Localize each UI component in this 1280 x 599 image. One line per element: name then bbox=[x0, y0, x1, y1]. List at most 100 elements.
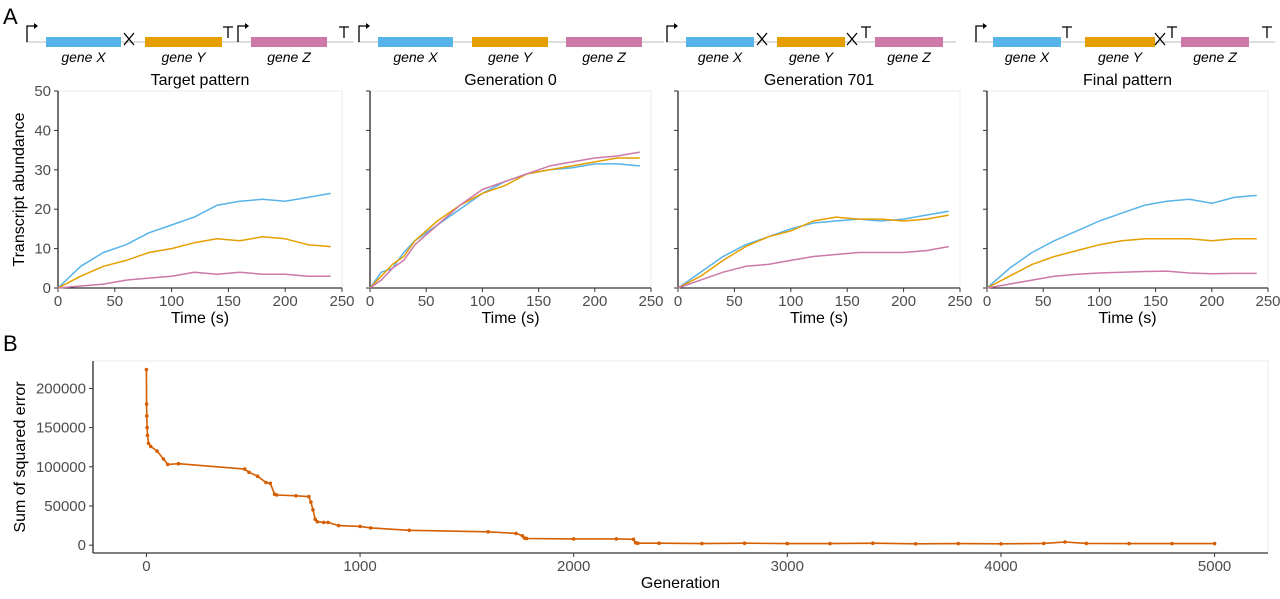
x-tick-label: 150 bbox=[835, 293, 860, 310]
chart-title: Final pattern bbox=[1083, 72, 1172, 89]
data-point bbox=[358, 524, 362, 529]
x-tick-label: 0 bbox=[366, 293, 374, 310]
data-point bbox=[514, 531, 518, 536]
x-axis-label: Generation bbox=[641, 575, 720, 592]
terminator-icon bbox=[1167, 26, 1177, 38]
series-line-x bbox=[369, 163, 640, 289]
x-tick-label: 100 bbox=[470, 293, 495, 310]
data-point bbox=[700, 541, 704, 546]
data-point bbox=[145, 433, 150, 438]
y-tick-label: 10 bbox=[34, 241, 51, 258]
y-tick-label: 20 bbox=[34, 201, 51, 218]
x-axis-label: Time (s) bbox=[481, 310, 539, 327]
series-line-x bbox=[986, 194, 1257, 289]
data-point bbox=[247, 470, 251, 475]
y-tick-label: 200000 bbox=[36, 380, 86, 397]
series-line-y bbox=[986, 238, 1257, 289]
circuit-target: gene X gene Y gene Z bbox=[26, 23, 354, 65]
gene-y-bar bbox=[145, 37, 222, 47]
series-line-y bbox=[677, 214, 949, 289]
data-point bbox=[255, 474, 260, 479]
repression-icon bbox=[756, 32, 768, 46]
y-axis-label: Sum of squared error bbox=[12, 381, 29, 533]
chart-0: 0 50 100 150 200 250 0 10 20 30 40 50 Target pattern… bbox=[11, 72, 355, 327]
x-tick-label: 50 bbox=[106, 293, 123, 310]
x-tick-label: 250 bbox=[638, 293, 663, 310]
x-tick-label: 3000 bbox=[771, 558, 804, 575]
chart-4: 0 1000 2000 3000 4000 50000500001000001500002… bbox=[12, 360, 1269, 592]
x-axis-label: Time (s) bbox=[1098, 310, 1156, 327]
promoter-arrowhead-icon bbox=[674, 23, 678, 29]
panel-label-a: A bbox=[3, 4, 18, 29]
y-tick-label: 50000 bbox=[44, 498, 86, 515]
gene-z-label: gene Z bbox=[582, 49, 626, 65]
data-point bbox=[146, 441, 151, 446]
gene-x-bar bbox=[686, 37, 754, 47]
circuit-final: gene X gene Y gene Z bbox=[974, 23, 1275, 65]
data-point bbox=[309, 500, 313, 504]
data-point bbox=[913, 542, 918, 546]
x-tick-label: 0 bbox=[983, 293, 991, 310]
data-point bbox=[828, 541, 832, 546]
data-point bbox=[242, 467, 247, 471]
x-tick-label: 0 bbox=[142, 558, 150, 575]
data-point bbox=[166, 462, 170, 467]
promoter-arrowhead-icon bbox=[245, 23, 249, 29]
data-point bbox=[1212, 541, 1217, 546]
gene-z-bar bbox=[251, 37, 327, 47]
data-point bbox=[294, 494, 298, 498]
plot-panel bbox=[57, 90, 343, 289]
terminator-icon bbox=[339, 26, 349, 38]
data-point bbox=[1127, 541, 1131, 546]
x-tick-label: 250 bbox=[329, 293, 354, 310]
data-point bbox=[336, 523, 341, 528]
data-point bbox=[785, 541, 790, 546]
terminator-icon bbox=[223, 26, 233, 38]
plot-panel bbox=[986, 90, 1269, 289]
circuit-generation-0: gene X gene Y gene Z bbox=[358, 23, 664, 65]
y-tick-label: 30 bbox=[34, 162, 51, 179]
gene-z-bar bbox=[875, 37, 943, 47]
y-tick-label: 40 bbox=[34, 122, 51, 139]
data-point bbox=[657, 541, 661, 545]
x-tick-label: 150 bbox=[1143, 293, 1168, 310]
plot-panel bbox=[369, 90, 652, 289]
data-point bbox=[321, 520, 326, 525]
data-point bbox=[1041, 541, 1046, 546]
promoter-icon bbox=[26, 25, 36, 42]
promoter-arrowhead-icon bbox=[983, 23, 987, 29]
data-point bbox=[571, 537, 576, 541]
gene-x-label: gene X bbox=[393, 49, 438, 65]
promoter-icon bbox=[975, 25, 985, 42]
x-axis-label: Time (s) bbox=[790, 310, 848, 327]
x-tick-label: 50 bbox=[726, 293, 743, 310]
data-point bbox=[176, 461, 181, 466]
x-tick-label: 0 bbox=[674, 293, 682, 310]
repression-icon bbox=[123, 32, 135, 46]
series-line-y bbox=[57, 236, 331, 289]
x-tick-label: 4000 bbox=[984, 558, 1017, 575]
gene-z-bar bbox=[1181, 37, 1249, 47]
gene-y-label: gene Y bbox=[161, 49, 207, 65]
x-tick-label: 150 bbox=[526, 293, 551, 310]
data-point bbox=[368, 526, 373, 530]
chart-title: Generation 0 bbox=[464, 72, 557, 89]
data-point bbox=[871, 541, 875, 545]
gene-z-bar bbox=[566, 37, 642, 47]
x-tick-label: 0 bbox=[54, 293, 62, 310]
gene-z-label: gene Z bbox=[267, 49, 311, 65]
x-tick-label: 200 bbox=[1199, 293, 1224, 310]
data-point bbox=[264, 480, 268, 485]
gene-y-bar bbox=[472, 37, 548, 47]
repression-icon bbox=[846, 32, 858, 46]
gene-y-label: gene Y bbox=[488, 49, 534, 65]
data-point bbox=[407, 528, 412, 533]
chart-1: 0 50 100 150 200 250 Generation 0 Time (s) bbox=[366, 72, 664, 327]
chart-title: Generation 701 bbox=[764, 72, 874, 89]
data-point bbox=[614, 537, 619, 541]
series-line-z bbox=[986, 270, 1257, 289]
data-point bbox=[144, 367, 149, 372]
y-tick-label: 50 bbox=[34, 83, 51, 100]
promoter-icon bbox=[358, 25, 368, 42]
